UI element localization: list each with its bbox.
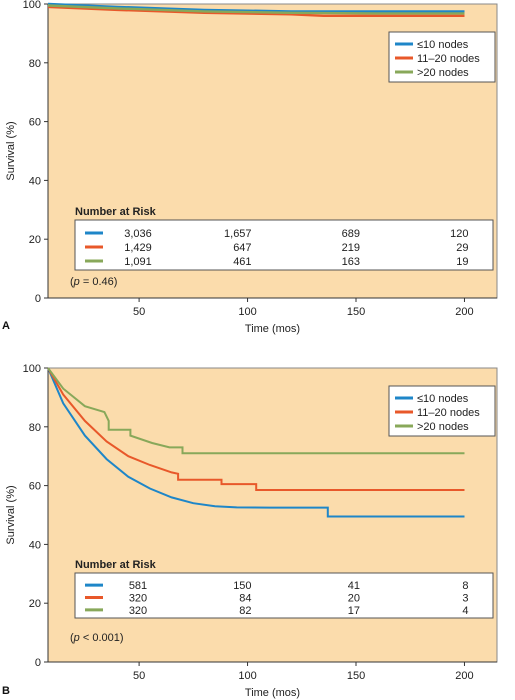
x-tick-label: 100 (238, 670, 256, 682)
risk-cell: 461 (233, 256, 251, 268)
x-tick-label: 50 (133, 670, 145, 682)
series-line-3 (47, 367, 465, 455)
risk-cell: 320 (129, 593, 147, 605)
risk-table-box (74, 572, 494, 619)
x-tick-label: 150 (347, 306, 365, 318)
series-line-3 (47, 4, 465, 15)
risk-cell: 150 (233, 580, 251, 592)
risk-cell: 3,036 (124, 228, 152, 240)
x-tick-label: 200 (455, 670, 473, 682)
legend-label-2: 11–20 nodes (417, 407, 480, 419)
risk-cell: 8 (462, 580, 468, 592)
y-axis-label: Survival (%) (5, 121, 17, 180)
x-axis-label: Time (mos) (245, 687, 300, 699)
legend-label-1: ≤10 nodes (417, 393, 469, 405)
y-tick-label: 60 (29, 117, 41, 129)
y-tick-label: 40 (29, 175, 41, 187)
risk-cell: 84 (239, 593, 251, 605)
risk-cell: 29 (456, 242, 468, 254)
p-rest: = 0.46) (80, 276, 118, 288)
risk-cell: 3 (462, 593, 468, 605)
y-tick-label: 60 (29, 481, 41, 493)
p-letter: p (73, 276, 80, 288)
legend-label-3: >20 nodes (417, 421, 469, 433)
p-rest: < 0.001) (80, 632, 124, 644)
risk-cell: 320 (129, 605, 147, 617)
y-tick-label: 20 (29, 598, 41, 610)
series-line-1 (47, 367, 465, 518)
risk-cell: 4 (462, 605, 468, 617)
y-tick-label: 40 (29, 539, 41, 551)
panel-label: B (2, 685, 10, 697)
x-tick-label: 150 (347, 670, 365, 682)
legend-label-2: 11–20 nodes (417, 53, 480, 65)
series-line-1 (47, 2, 465, 13)
risk-cell: 647 (233, 242, 251, 254)
y-axis-label: Survival (%) (5, 485, 17, 544)
legend-label-3: >20 nodes (417, 67, 469, 79)
series-line-2 (47, 5, 465, 18)
x-tick-label: 100 (238, 306, 256, 318)
risk-cell: 1,657 (224, 228, 252, 240)
risk-cell: 581 (129, 580, 147, 592)
risk-cell: 19 (456, 256, 468, 268)
risk-cell: 120 (450, 228, 468, 240)
risk-cell: 20 (348, 593, 360, 605)
p-letter: p (73, 632, 80, 644)
p-value-label: (p < 0.001) (70, 632, 124, 644)
y-tick-label: 20 (29, 234, 41, 246)
legend: ≤10 nodes 11–20 nodes >20 nodes (388, 31, 496, 83)
risk-cell: 41 (348, 580, 360, 592)
legend-label-1: ≤10 nodes (417, 39, 469, 51)
risk-cell: 17 (348, 605, 360, 617)
y-tick-label: 80 (29, 422, 41, 434)
p-value-label: (p = 0.46) (70, 276, 117, 288)
risk-table-box (74, 219, 494, 271)
risk-table: Number at Risk 3,036 1,657 689 120 1,429 647 21… (74, 206, 494, 271)
risk-table: Number at Risk 581 150 41 8 320 84 20 3 320 82 17 4 (74, 559, 494, 619)
risk-cell: 1,429 (124, 242, 152, 254)
legend: ≤10 nodes 11–20 nodes >20 nodes (388, 385, 496, 437)
risk-cell: 82 (239, 605, 251, 617)
risk-table-title: Number at Risk (75, 206, 157, 218)
chart-panel-B: 0 20 40 60 80 100 50 100 150 200 Time (mos) Surviva… (2, 363, 498, 699)
risk-cell: 163 (342, 256, 360, 268)
y-tick-label: 100 (23, 0, 41, 11)
risk-cell: 1,091 (124, 256, 152, 268)
risk-table-title: Number at Risk (75, 559, 157, 571)
chart-panel-A: 0 20 40 60 80 100 50 100 150 200 Time (mos) Surviva… (2, 0, 498, 335)
y-tick-label: 100 (23, 363, 41, 375)
x-tick-label: 50 (133, 306, 145, 318)
x-tick-label: 200 (455, 306, 473, 318)
y-tick-label: 0 (35, 293, 41, 305)
series-line-2 (47, 367, 465, 491)
risk-cell: 689 (342, 228, 360, 240)
risk-cell: 219 (342, 242, 360, 254)
y-tick-label: 0 (35, 657, 41, 669)
panel-label: A (2, 320, 10, 332)
y-tick-label: 80 (29, 58, 41, 70)
x-axis-label: Time (mos) (245, 323, 300, 335)
